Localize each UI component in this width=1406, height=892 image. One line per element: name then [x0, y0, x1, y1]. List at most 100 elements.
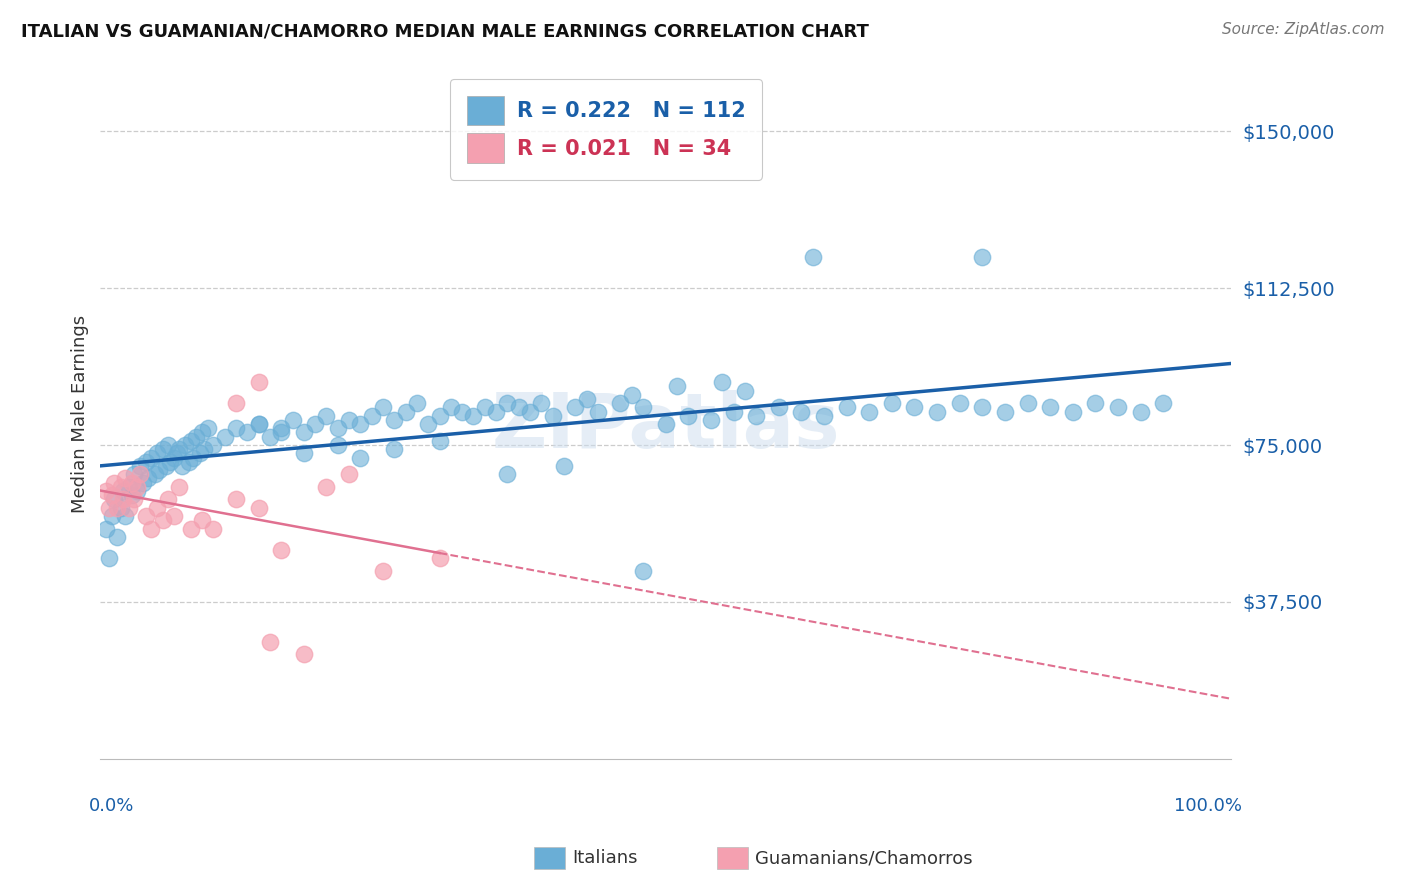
- Point: [148, 463, 170, 477]
- Point: [631, 564, 654, 578]
- Point: [281, 413, 304, 427]
- Point: [315, 409, 337, 423]
- Point: [141, 522, 163, 536]
- Point: [813, 409, 835, 423]
- Y-axis label: Median Male Earnings: Median Male Earnings: [72, 315, 89, 513]
- Point: [247, 417, 270, 431]
- Point: [166, 446, 188, 460]
- Point: [177, 455, 200, 469]
- Point: [122, 492, 145, 507]
- Point: [214, 430, 236, 444]
- Point: [440, 401, 463, 415]
- Point: [225, 492, 247, 507]
- Point: [94, 522, 117, 536]
- Point: [259, 430, 281, 444]
- Point: [835, 401, 858, 415]
- Point: [100, 509, 122, 524]
- Point: [678, 409, 700, 423]
- Point: [169, 442, 191, 457]
- Point: [418, 417, 440, 431]
- Point: [121, 475, 143, 490]
- Point: [666, 379, 689, 393]
- Point: [100, 488, 122, 502]
- Point: [105, 500, 128, 515]
- Point: [121, 488, 143, 502]
- Point: [259, 634, 281, 648]
- Point: [191, 425, 214, 440]
- Point: [132, 475, 155, 490]
- Point: [711, 376, 734, 390]
- Point: [98, 500, 121, 515]
- Point: [270, 542, 292, 557]
- Text: Guamanians/Chamorros: Guamanians/Chamorros: [755, 849, 973, 867]
- Point: [155, 458, 177, 473]
- Point: [197, 421, 219, 435]
- Point: [530, 396, 553, 410]
- Point: [371, 401, 394, 415]
- Point: [880, 396, 903, 410]
- Point: [496, 467, 519, 482]
- Point: [191, 513, 214, 527]
- Point: [654, 417, 676, 431]
- Point: [564, 401, 586, 415]
- Point: [463, 409, 485, 423]
- Point: [734, 384, 756, 398]
- Point: [181, 450, 204, 465]
- Text: ITALIAN VS GUAMANIAN/CHAMORRO MEDIAN MALE EARNINGS CORRELATION CHART: ITALIAN VS GUAMANIAN/CHAMORRO MEDIAN MAL…: [21, 22, 869, 40]
- Point: [111, 483, 134, 498]
- Point: [174, 438, 197, 452]
- Point: [129, 467, 152, 482]
- Point: [903, 401, 925, 415]
- Text: Italians: Italians: [572, 849, 638, 867]
- Point: [292, 647, 315, 661]
- Point: [159, 455, 181, 469]
- Point: [349, 450, 371, 465]
- Point: [631, 401, 654, 415]
- Point: [474, 401, 496, 415]
- Point: [496, 396, 519, 410]
- Point: [193, 442, 215, 457]
- Point: [94, 483, 117, 498]
- Point: [519, 404, 541, 418]
- Point: [315, 480, 337, 494]
- Point: [768, 401, 790, 415]
- Point: [349, 417, 371, 431]
- Point: [117, 480, 139, 494]
- Point: [157, 492, 180, 507]
- Point: [382, 442, 405, 457]
- Point: [292, 446, 315, 460]
- Point: [801, 250, 824, 264]
- Point: [114, 509, 136, 524]
- Point: [1107, 401, 1129, 415]
- Point: [382, 413, 405, 427]
- Point: [395, 404, 418, 418]
- Point: [122, 467, 145, 482]
- Point: [163, 509, 186, 524]
- Point: [225, 396, 247, 410]
- Point: [135, 509, 157, 524]
- Point: [508, 401, 530, 415]
- Point: [247, 500, 270, 515]
- Point: [110, 480, 132, 494]
- Point: [620, 388, 643, 402]
- Point: [136, 471, 159, 485]
- Legend: R = 0.222   N = 112, R = 0.021   N = 34: R = 0.222 N = 112, R = 0.021 N = 34: [450, 78, 762, 179]
- Point: [111, 492, 134, 507]
- Point: [1062, 404, 1084, 418]
- Point: [723, 404, 745, 418]
- Text: 100.0%: 100.0%: [1174, 797, 1243, 814]
- Point: [429, 434, 451, 448]
- Point: [125, 483, 148, 498]
- Point: [541, 409, 564, 423]
- Point: [326, 438, 349, 452]
- Point: [141, 450, 163, 465]
- Point: [1129, 404, 1152, 418]
- Point: [236, 425, 259, 440]
- Point: [949, 396, 972, 410]
- Point: [292, 425, 315, 440]
- Point: [135, 455, 157, 469]
- Point: [170, 458, 193, 473]
- Point: [553, 458, 575, 473]
- Point: [371, 564, 394, 578]
- Point: [337, 467, 360, 482]
